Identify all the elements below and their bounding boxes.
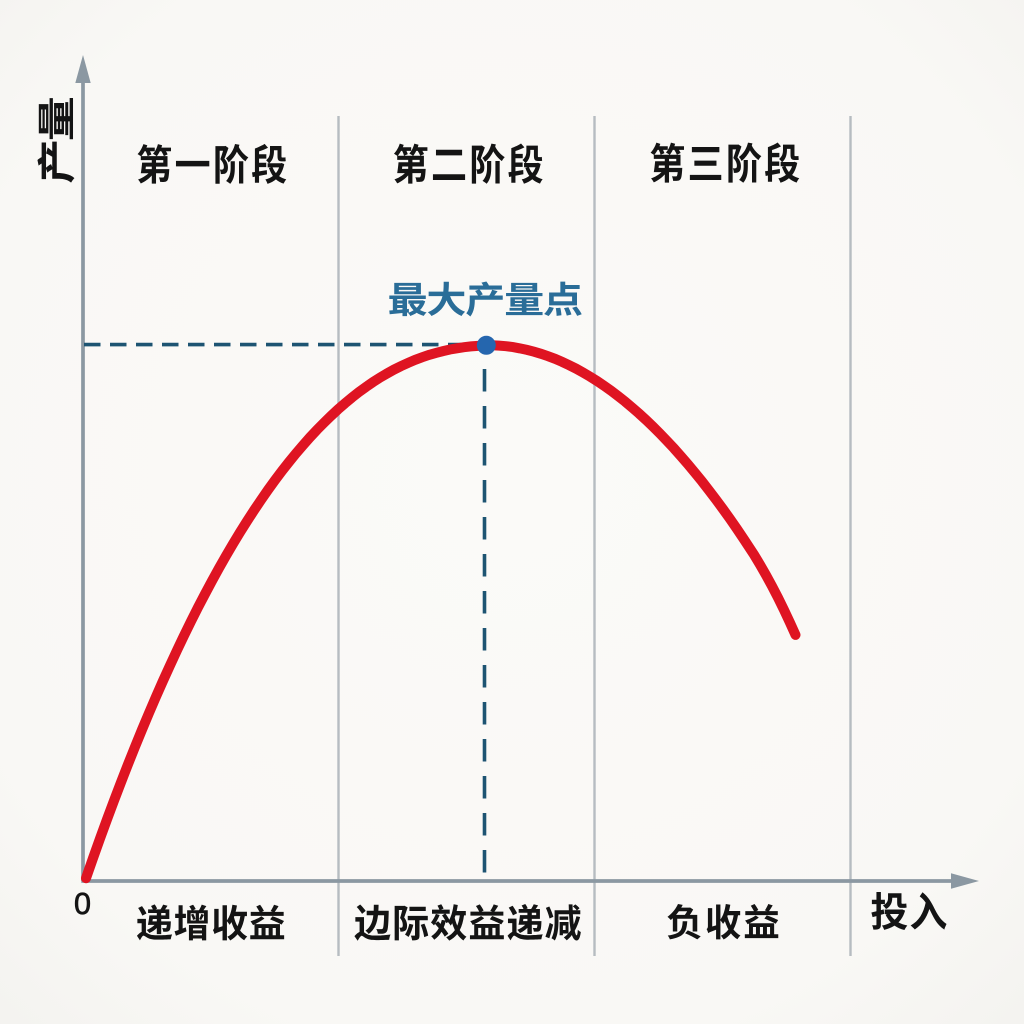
svg-text:0: 0 [74, 886, 91, 921]
